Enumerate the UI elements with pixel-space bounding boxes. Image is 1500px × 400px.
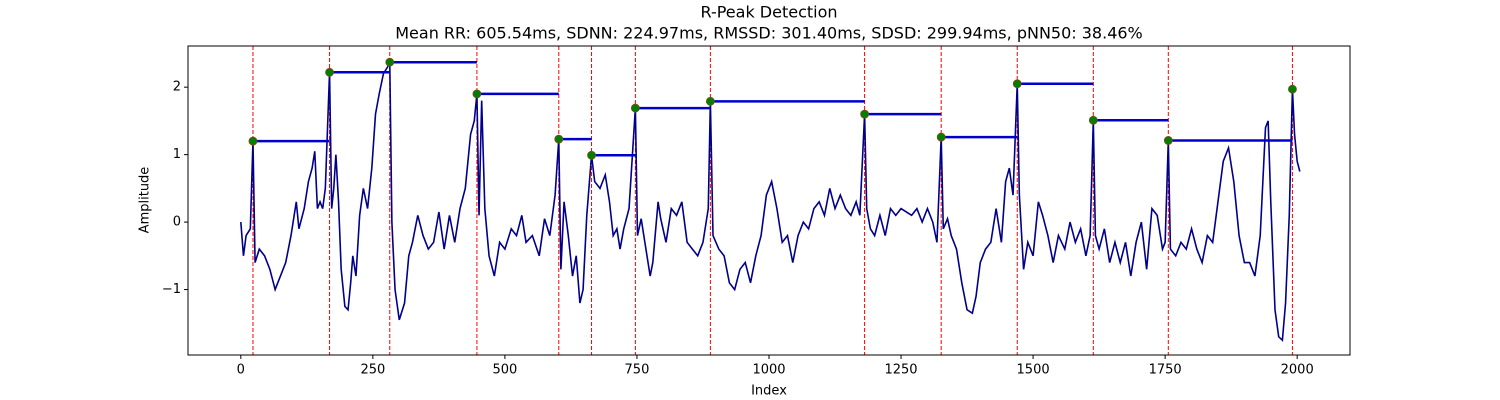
x-tick-label: 250 <box>360 363 385 378</box>
x-tick-label: 1000 <box>752 363 785 378</box>
peak-point <box>705 96 715 106</box>
peak-point <box>936 132 946 142</box>
x-axis-label: Index <box>751 384 787 399</box>
peak-point <box>587 150 596 160</box>
y-axis-label: Amplitude <box>138 167 153 234</box>
plot-frame <box>187 45 1351 356</box>
chart-subtitle: Mean RR: 605.54ms, SDNN: 224.97ms, RMSSD… <box>395 24 1143 43</box>
x-tick-label: 1250 <box>884 363 917 378</box>
x-tick-label: 0 <box>237 363 245 378</box>
peak-point <box>1288 84 1297 94</box>
peak-point <box>385 57 395 67</box>
x-tick-label: 500 <box>492 363 517 378</box>
peak-point <box>860 109 870 119</box>
x-tick-label: 1750 <box>1149 363 1182 378</box>
peak-point <box>1012 79 1022 89</box>
chart-title: R-Peak Detection <box>700 3 837 22</box>
peak-point <box>554 134 564 144</box>
peak-point <box>1163 136 1173 145</box>
x-tick-label: 750 <box>625 363 650 378</box>
y-tick-label: −1 <box>162 282 181 297</box>
peak-point <box>1088 115 1098 125</box>
x-tick-label: 1500 <box>1017 363 1050 378</box>
peak-point <box>472 89 482 99</box>
peak-point <box>248 136 258 146</box>
signal-line <box>240 61 1301 342</box>
y-tick-label: 1 <box>173 147 181 162</box>
y-tick-label: 2 <box>173 80 181 95</box>
x-tick-label: 2000 <box>1281 363 1314 378</box>
peak-point <box>630 103 640 113</box>
peak-point <box>325 67 334 77</box>
y-tick-label: 0 <box>173 215 181 230</box>
